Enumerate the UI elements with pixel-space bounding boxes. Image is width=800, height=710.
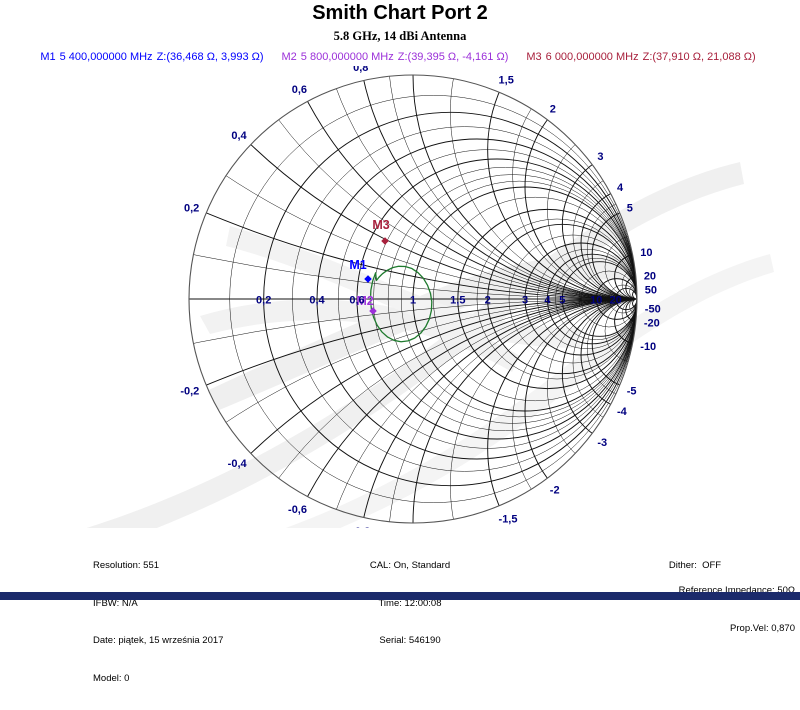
marker-m1[interactable]: M1 <box>349 258 372 283</box>
grid-label: 4 <box>617 182 624 194</box>
marker-legend-m2-freq: 5 800,000000 MHz <box>300 51 394 63</box>
grid-label: 0,4 <box>309 295 325 307</box>
footer-model: Model: 0 <box>93 672 130 684</box>
trace-s22 <box>369 265 433 343</box>
footer-resolution: Resolution: 551 <box>93 560 160 571</box>
grid-label: 1 <box>410 295 416 307</box>
grid-label: -10 <box>640 341 656 353</box>
grid-label: -20 <box>644 318 660 330</box>
marker-label-m2: M2 <box>356 294 373 308</box>
marker-legend-m3-impedance: Z:(37,910 Ω, 21,088 Ω) <box>642 51 756 63</box>
footer-reference-impedance: Reference Impedance: 50Ω <box>678 585 795 596</box>
grid-label: 0,4 <box>231 130 247 142</box>
grid-label: 20 <box>610 295 622 307</box>
grid-label: -0,6 <box>288 504 307 516</box>
marker-m2[interactable]: M2 <box>356 294 377 315</box>
grid-label: 10 <box>640 247 652 259</box>
bottom-blue-strip <box>0 592 800 600</box>
footer-right: Reference Impedance: 50Ω Prop.Vel: 0,870 <box>560 560 795 660</box>
grid-label: 5 <box>559 295 565 307</box>
smith-outer-circle <box>188 74 638 524</box>
grid-label: 4 <box>544 295 551 307</box>
marker-layer[interactable]: M1 M2 M3 <box>349 218 390 315</box>
footer-serial: Serial: 546190 <box>379 635 441 646</box>
grid-label: 50 <box>645 284 657 296</box>
marker-label-m3: M3 <box>372 218 389 232</box>
marker-legend-m3-id: M3 <box>526 51 542 63</box>
grid-label: 10 <box>590 295 602 307</box>
marker-legend-m3-freq: 6 000,000000 MHz <box>545 51 639 63</box>
grid-label: -50 <box>645 304 661 316</box>
marker-legend: M1 5 400,000000 MHz Z:(36,468 Ω, 3,993 Ω… <box>0 50 800 64</box>
marker-legend-m2[interactable]: M2 5 800,000000 MHz Z:(39,395 Ω, -4,161 … <box>282 51 513 63</box>
marker-legend-m3[interactable]: M3 6 000,000000 MHz Z:(37,910 Ω, 21,088 … <box>526 51 759 63</box>
footer: Resolution: 551 IFBW: N/A Date: piątek, … <box>0 530 800 684</box>
grid-label: 5 <box>627 202 633 214</box>
grid-label: -0,8 <box>351 526 370 528</box>
grid-label: 0,2 <box>184 202 199 214</box>
grid-label: -0,2 <box>180 386 199 398</box>
marker-m3[interactable]: M3 <box>372 218 390 245</box>
marker-legend-m1-freq: 5 400,000000 MHz <box>59 51 153 63</box>
grid-label: 20 <box>644 270 656 282</box>
grid-label: 1,5 <box>499 74 514 86</box>
smith-chart-page: Smith Chart Port 2 5.8 GHz, 14 dBi Anten… <box>0 2 800 684</box>
grid-label: 0,8 <box>353 66 368 74</box>
grid-label: 0,6 <box>292 84 307 96</box>
marker-legend-m1[interactable]: M1 5 400,000000 MHz Z:(36,468 Ω, 3,993 Ω… <box>40 51 267 63</box>
grid-label: 3 <box>522 295 528 307</box>
grid-label: 3 <box>597 151 603 163</box>
grid-label: -0,4 <box>228 458 248 470</box>
marker-legend-m2-impedance: Z:(39,395 Ω, -4,161 Ω) <box>397 51 509 63</box>
smith-chart-plot[interactable]: M1 M2 M3 0,2 0,4 0,6 1 1,5 2 3 4 5 10 20 0,2 -0,2 0,4 -0… <box>0 66 800 528</box>
grid-labels: 0,2 0,4 0,6 1 1,5 2 3 4 5 10 200,2-0,20,4-0,40,6-0… <box>180 66 660 528</box>
footer-prop-vel: Prop.Vel: 0,870 <box>730 622 795 634</box>
grid-label: 1,5 <box>450 295 465 307</box>
marker-label-m1: M1 <box>349 258 366 272</box>
grid-label: 2 <box>485 295 491 307</box>
marker-legend-m1-impedance: Z:(36,468 Ω, 3,993 Ω) <box>156 51 264 63</box>
page-subtitle: 5.8 GHz, 14 dBi Antenna <box>333 29 467 43</box>
footer-date: Date: piątek, 15 września 2017 <box>93 635 224 646</box>
grid-label: -2 <box>550 484 560 496</box>
footer-dither-value: Dither: OFF <box>668 560 722 571</box>
grid-label: 0,6 <box>349 295 364 307</box>
grid-label: -1,5 <box>499 514 518 526</box>
grid-label: 1 <box>410 66 416 68</box>
footer-center: CAL: On, Standard Time: 12:00:08 Serial:… <box>330 535 490 673</box>
grid-label: 0,2 <box>256 295 271 307</box>
marker-legend-m2-id: M2 <box>281 51 297 63</box>
grid-label: 2 <box>550 104 556 116</box>
page-title: Smith Chart Port 2 <box>312 2 488 24</box>
footer-cal: CAL: On, Standard <box>369 560 451 571</box>
marker-legend-m1-id: M1 <box>40 51 56 63</box>
grid-label: -5 <box>627 386 637 398</box>
watermark-swoosh <box>86 162 774 528</box>
footer-left: Resolution: 551 IFBW: N/A Date: piątek, … <box>93 535 223 710</box>
footer-dither: Dither: OFF <box>600 535 790 598</box>
grid-label: -3 <box>597 437 607 449</box>
grid-label: -4 <box>617 406 628 418</box>
